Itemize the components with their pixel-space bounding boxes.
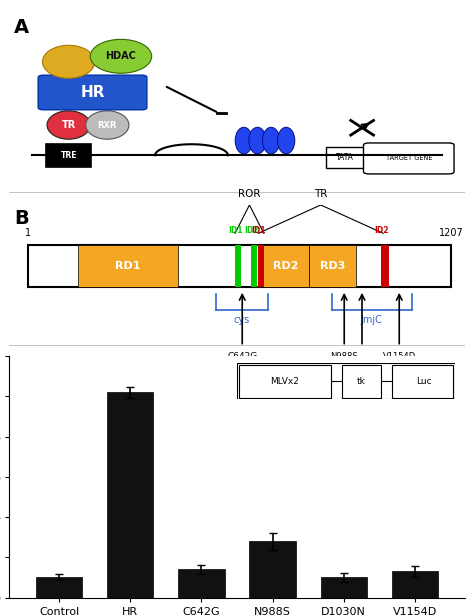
Text: B: B [14,209,29,229]
FancyBboxPatch shape [326,147,365,168]
Ellipse shape [47,111,90,139]
Ellipse shape [277,128,295,154]
Text: HR: HR [81,85,105,100]
Text: 1207: 1207 [438,227,463,238]
Bar [178,569,225,598]
Text: D1030N: D1030N [345,365,379,374]
Text: C642G: C642G [227,352,257,361]
FancyBboxPatch shape [38,75,147,110]
Text: RXR: RXR [98,121,117,129]
Text: TATA: TATA [336,153,354,162]
Bar [309,245,356,287]
Text: ID1: ID1 [251,225,265,235]
Text: cys: cys [234,315,250,325]
Bar [107,392,154,598]
Bar [235,245,240,287]
Bar [392,572,438,598]
Text: A: A [14,18,29,37]
Text: JmjC: JmjC [361,315,383,325]
Bar [381,245,389,287]
Ellipse shape [86,111,129,139]
Bar [27,245,451,287]
Text: TARGET GENE: TARGET GENE [386,155,432,161]
Text: TR: TR [314,189,328,200]
Text: ID2: ID2 [374,225,388,235]
Text: ID1: ID1 [228,225,242,235]
Text: TRE: TRE [60,151,77,160]
Text: RD2: RD2 [273,261,299,271]
Ellipse shape [263,128,280,154]
Ellipse shape [249,128,266,154]
Text: RD1: RD1 [116,261,141,271]
Text: ID2: ID2 [244,225,258,235]
Bar [251,245,256,287]
FancyBboxPatch shape [364,143,454,174]
Bar [36,577,82,598]
Bar [258,245,264,287]
Text: V1154D: V1154D [383,352,416,361]
Bar [263,245,309,287]
Text: 1: 1 [25,227,31,238]
Text: HDAC: HDAC [106,51,137,62]
Text: ROR: ROR [238,189,261,200]
Ellipse shape [43,46,95,78]
Text: RD3: RD3 [319,261,345,271]
Bar [320,577,367,598]
FancyBboxPatch shape [46,144,91,167]
Text: N988S: N988S [330,352,358,361]
Text: TR: TR [62,120,76,130]
Bar [249,541,296,598]
Bar [79,245,178,287]
Ellipse shape [90,39,152,73]
Ellipse shape [235,128,253,154]
